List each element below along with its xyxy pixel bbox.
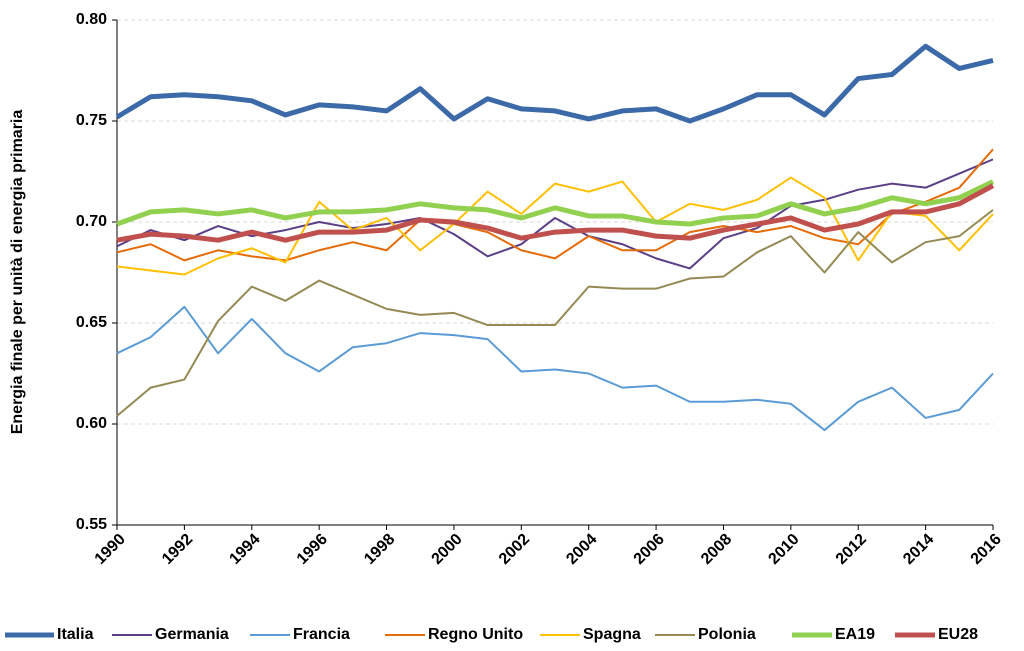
series-line [116, 305, 994, 432]
x-tick-label: 2000 [429, 531, 466, 568]
legend-label: Francia [293, 626, 350, 643]
legend-label: EU28 [938, 626, 978, 643]
y-tick-label: 0.65 [76, 314, 107, 331]
legend-label: Italia [57, 626, 94, 643]
x-tick-label: 1996 [294, 531, 331, 568]
y-tick-label: 0.80 [76, 11, 107, 28]
legend-label: EA19 [835, 626, 875, 643]
x-tick-label: 2014 [900, 531, 937, 568]
y-tick-label: 0.60 [76, 415, 107, 432]
series-line [116, 209, 994, 417]
legend-label: Germania [155, 626, 229, 643]
x-tick-label: 2006 [631, 531, 668, 568]
x-tick-label: 2016 [968, 531, 1005, 568]
x-tick-label: 2008 [698, 531, 735, 568]
legend-label: Regno Unito [428, 626, 523, 643]
y-tick-label: 0.75 [76, 112, 107, 129]
series-line [116, 158, 994, 270]
x-tick-label: 1994 [226, 531, 263, 568]
x-tick-label: 1992 [159, 531, 196, 568]
x-tick-label: 2012 [833, 531, 870, 568]
y-axis-label: Energia finale per unità di energia prim… [9, 110, 26, 435]
y-tick-label: 0.70 [76, 213, 107, 230]
series-line [116, 148, 994, 262]
x-tick-label: 1998 [361, 531, 398, 568]
x-tick-label: 2002 [496, 531, 533, 568]
series-line [116, 176, 994, 276]
series-line [116, 179, 995, 227]
y-tick-label: 0.55 [76, 516, 107, 533]
legend-label: Polonia [698, 626, 756, 643]
x-tick-label: 2004 [563, 531, 600, 568]
x-tick-label: 2010 [765, 531, 802, 568]
x-tick-label: 1990 [92, 531, 129, 568]
series-line [116, 183, 995, 243]
legend-label: Spagna [583, 626, 641, 643]
series-line [115, 43, 994, 124]
